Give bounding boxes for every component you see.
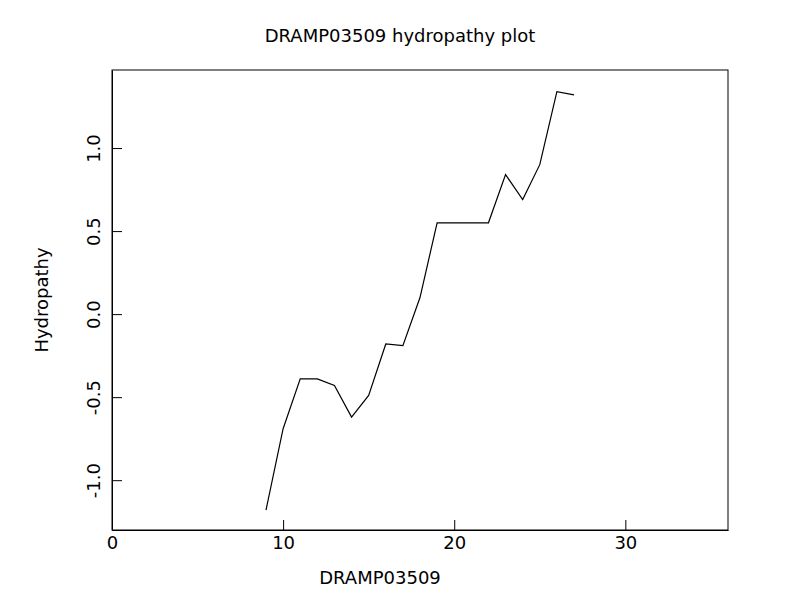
x-tick-label: 10 xyxy=(272,532,295,553)
chart: 0 10 20 30 -1.0 -0.5 0.0 0.5 1.0 DRAMP03509 hydro… xyxy=(0,0,800,600)
x-tick-label: 0 xyxy=(107,532,118,553)
x-tick-mark xyxy=(283,520,284,530)
y-tick: -1.0 xyxy=(83,463,122,498)
x-tick-label: 30 xyxy=(614,532,637,553)
title: DRAMP03509 hydropathy plot xyxy=(265,25,536,46)
x-tick: 20 xyxy=(443,520,466,553)
y-tick: -0.5 xyxy=(83,380,122,415)
x-tick-mark xyxy=(454,520,455,530)
y-tick-label: 1.0 xyxy=(83,134,104,163)
x-tick: 30 xyxy=(614,520,637,553)
plot: 0 10 20 30 -1.0 -0.5 0.0 0.5 1.0 xyxy=(83,70,729,553)
y-axis: -1.0 -0.5 0.0 0.5 1.0 xyxy=(83,71,122,531)
y-tick-label: 0.5 xyxy=(83,217,104,246)
plot-frame xyxy=(112,70,728,530)
y-tick: 0.5 xyxy=(83,217,122,246)
x-tick-label: 20 xyxy=(443,532,466,553)
x-axis: 0 10 20 30 xyxy=(107,520,729,553)
y-tick-mark xyxy=(112,397,122,398)
x-axis-title: DRAMP03509 xyxy=(319,567,441,588)
y-tick-mark xyxy=(112,231,122,232)
y-tick-label: -1.0 xyxy=(83,463,104,498)
y-axis-line xyxy=(112,71,113,531)
hydropathy-line xyxy=(266,92,574,510)
y-tick: 1.0 xyxy=(83,134,122,163)
y-tick-label: -0.5 xyxy=(83,380,104,415)
y-tick-label: 0.0 xyxy=(83,300,104,329)
x-tick-mark xyxy=(625,520,626,530)
y-tick-mark xyxy=(112,148,122,149)
x-tick: 10 xyxy=(272,520,295,553)
series-group xyxy=(266,92,574,510)
y-tick-mark xyxy=(112,480,122,481)
y-tick: 0.0 xyxy=(83,300,122,329)
y-tick-mark xyxy=(112,314,122,315)
y-axis-title: Hydropathy xyxy=(31,247,52,353)
